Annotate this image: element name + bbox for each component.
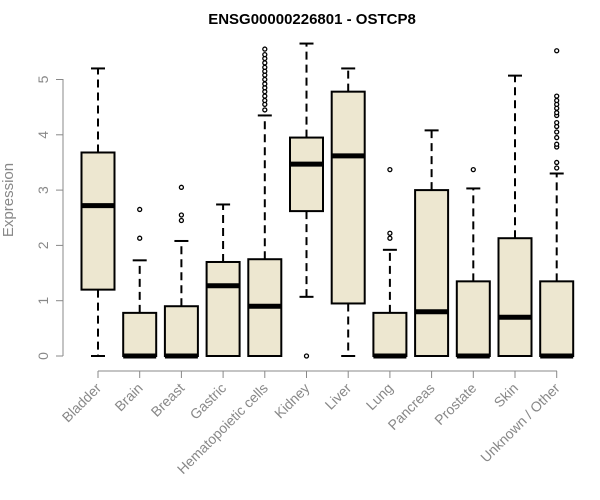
box-liver (330, 67, 366, 357)
box-body (80, 151, 116, 291)
y-tick-label-0: 0 (35, 352, 51, 360)
outlier-point (262, 60, 268, 66)
y-axis-label: Expression (0, 163, 17, 237)
outlier-point (178, 212, 185, 218)
x-tick-label-breast: Breast (148, 380, 188, 420)
outlier-point (303, 353, 310, 359)
outlier-point (178, 184, 185, 190)
x-tick-label-lung: Lung (363, 380, 396, 413)
box-body (330, 90, 366, 305)
box-body (122, 311, 158, 357)
box-gastric (205, 203, 241, 357)
x-tick-label-liver: Liver (322, 380, 355, 413)
outlier-point (387, 230, 393, 236)
outlier-point (262, 46, 268, 52)
box-body (455, 280, 491, 357)
box-skin (497, 74, 533, 357)
box-body (539, 280, 575, 357)
outlier-point (554, 93, 560, 99)
outlier-point (262, 51, 268, 58)
x-tick-label-skin: Skin (491, 380, 522, 411)
outlier-point (137, 206, 143, 213)
box-prostate (455, 166, 491, 359)
outlier-point (554, 134, 560, 141)
x-tick-label-kidney: Kidney (271, 380, 313, 422)
outlier-point (554, 141, 560, 147)
box-breast (163, 184, 199, 359)
y-tick-label-2: 2 (35, 241, 51, 249)
outlier-point (262, 97, 268, 104)
box-pancreas (414, 129, 450, 357)
box-body (372, 311, 408, 357)
y-tick-label-5: 5 (35, 75, 51, 83)
box-body (163, 305, 199, 358)
x-tick-label-bladder: Bladder (59, 380, 105, 426)
box-lung (372, 166, 408, 359)
outlier-point (387, 166, 393, 173)
outlier-point (554, 110, 560, 116)
y-tick-label-4: 4 (35, 131, 51, 139)
outlier-point (262, 81, 268, 87)
x-tick-label-prostate: Prostate (431, 380, 479, 428)
y-tick-label-3: 3 (35, 186, 51, 194)
outlier-point (262, 93, 268, 99)
box-brain (122, 206, 158, 359)
outlier-point (470, 166, 476, 173)
outlier-point (262, 107, 268, 113)
box-body (497, 237, 533, 357)
box-kidney (289, 42, 324, 359)
outlier-point (262, 64, 268, 70)
outlier-point (178, 217, 185, 224)
box-body (289, 136, 324, 213)
outlier-point (554, 165, 560, 171)
outlier-point (554, 48, 560, 54)
box-hematopoietic-cells (247, 46, 283, 358)
box-series (80, 42, 575, 359)
box-body (205, 260, 241, 357)
box-body (414, 189, 450, 357)
x-tick-label-unknown-other: Unknown / Other (477, 380, 563, 466)
box-unknown-other (539, 48, 575, 359)
outlier-point (387, 235, 393, 241)
outlier-point (554, 97, 560, 104)
chart-title: ENSG00000226801 - OSTCP8 (208, 11, 416, 28)
box-bladder (80, 67, 116, 357)
x-tick-label-brain: Brain (111, 380, 145, 414)
outlier-point (554, 159, 560, 166)
outlier-point (262, 76, 268, 83)
outlier-point (137, 235, 143, 241)
outlier-point (554, 119, 560, 126)
y-axis-ticks: 0 1 2 3 4 5 (35, 75, 63, 360)
outlier-point (554, 129, 560, 135)
y-tick-label-1: 1 (35, 297, 51, 305)
